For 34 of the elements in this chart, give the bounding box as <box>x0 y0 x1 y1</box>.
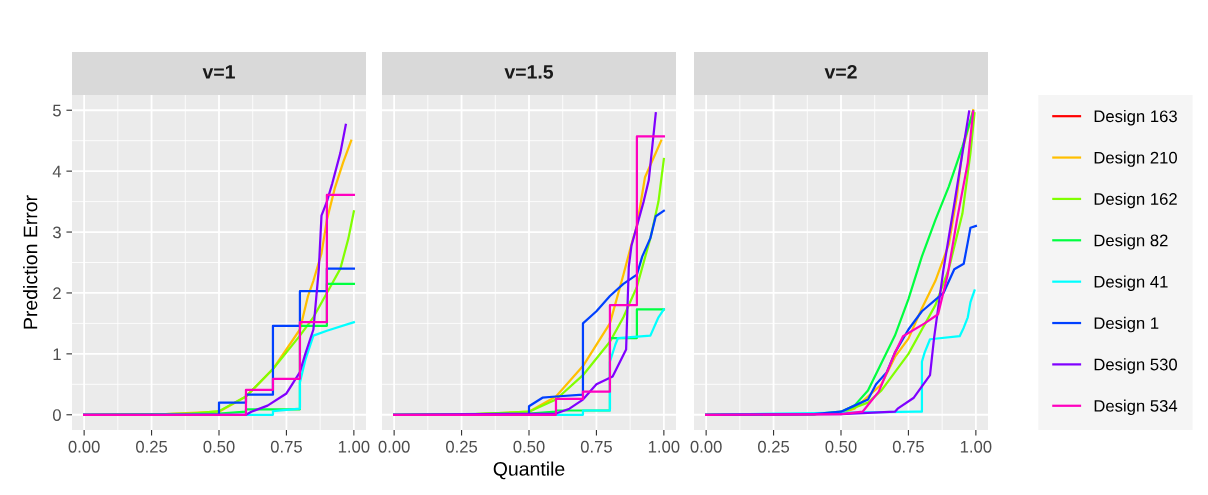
x-tick-label: 0.25 <box>758 440 790 453</box>
y-tick-label: 1 <box>53 348 61 360</box>
chart-title: v=1 <box>202 65 235 79</box>
y-axis-title: Prediction Error <box>23 195 38 329</box>
y-tick-label: 3 <box>52 226 61 239</box>
x-tick-label: 0.00 <box>68 440 100 453</box>
chart-title: v=2 <box>824 64 857 79</box>
x-tick-label: 0.00 <box>690 440 722 453</box>
x-tick-label: 0.50 <box>203 440 235 453</box>
x-tick-label: 0.75 <box>270 440 302 453</box>
x-tick-label: 1.00 <box>338 440 370 453</box>
x-tick-label: 1.00 <box>960 440 992 453</box>
x-tick-label: 0.75 <box>892 440 924 453</box>
legend-label: Design 41 <box>1094 275 1168 291</box>
legend-label: Design 163 <box>1094 109 1177 126</box>
y-tick-label: 5 <box>52 104 61 117</box>
legend-label: Design 162 <box>1094 192 1177 209</box>
legend-label: Design 530 <box>1094 358 1177 374</box>
x-tick-label: 1.00 <box>648 440 680 453</box>
x-tick-label: 0.75 <box>580 440 612 453</box>
legend-label: Design 210 <box>1094 151 1177 167</box>
legend-label: Design 82 <box>1094 234 1168 250</box>
x-tick-label: 0.00 <box>378 440 410 453</box>
x-tick-label: 0.50 <box>825 440 857 453</box>
y-tick-label: 4 <box>52 165 62 178</box>
legend-label: Design 534 <box>1094 399 1178 416</box>
x-tick-label: 0.25 <box>446 440 478 453</box>
y-tick-label: 2 <box>53 287 61 299</box>
x-tick-label: 0.25 <box>136 440 168 453</box>
chart-title: v=1.5 <box>504 65 554 79</box>
x-axis-title: Quantile <box>493 461 565 480</box>
x-tick-label: 0.50 <box>513 440 545 453</box>
legend-label: Design 1 <box>1094 316 1159 333</box>
y-tick-label: 0 <box>52 409 61 421</box>
